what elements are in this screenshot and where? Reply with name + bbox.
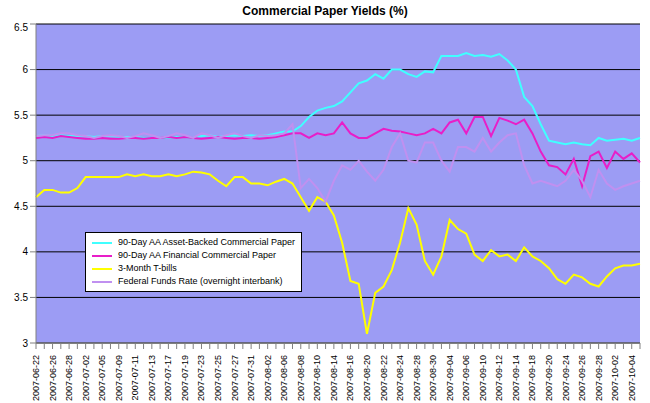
svg-text:3.5: 3.5 xyxy=(14,292,28,303)
svg-text:2007-09-06: 2007-09-06 xyxy=(461,355,471,401)
html-text:3-Month T-bills: 3-Month T-bills xyxy=(118,263,177,273)
html-text:Federal Funds Rate (overnight: Federal Funds Rate (overnight interbank) xyxy=(118,276,283,286)
svg-text:2007-07-13: 2007-07-13 xyxy=(147,355,157,401)
svg-text:2007-09-28: 2007-09-28 xyxy=(594,355,604,401)
svg-text:2007-09-18: 2007-09-18 xyxy=(527,355,537,401)
svg-text:2007-07-23: 2007-07-23 xyxy=(196,355,206,401)
svg-text:6: 6 xyxy=(22,64,28,75)
svg-text:2007-07-11: 2007-07-11 xyxy=(130,355,140,400)
svg-text:2007-07-09: 2007-07-09 xyxy=(114,355,124,401)
svg-text:2007-07-27: 2007-07-27 xyxy=(230,355,240,401)
svg-text:2007-06-22: 2007-06-22 xyxy=(31,355,41,401)
svg-text:2007-08-06: 2007-08-06 xyxy=(279,355,289,401)
svg-text:5: 5 xyxy=(22,155,28,166)
svg-text:6.5: 6.5 xyxy=(14,22,28,33)
svg-text:2007-09-04: 2007-09-04 xyxy=(445,355,455,401)
svg-text:3: 3 xyxy=(22,338,28,349)
svg-text:2007-09-20: 2007-09-20 xyxy=(544,355,554,401)
svg-text:4.5: 4.5 xyxy=(14,201,28,212)
svg-text:2007-07-31: 2007-07-31 xyxy=(246,355,256,401)
svg-text:2007-08-16: 2007-08-16 xyxy=(345,355,355,401)
svg-text:2007-09-14: 2007-09-14 xyxy=(511,355,521,401)
svg-text:2007-08-08: 2007-08-08 xyxy=(296,355,306,401)
html-text:90-Day AA Asset-Backed Commerc: 90-Day AA Asset-Backed Commercial Paper xyxy=(118,237,296,247)
svg-text:2007-09-12: 2007-09-12 xyxy=(494,355,504,401)
svg-text:2007-07-17: 2007-07-17 xyxy=(163,355,173,401)
svg-text:2007-07-19: 2007-07-19 xyxy=(180,355,190,401)
svg-text:2007-09-26: 2007-09-26 xyxy=(577,355,587,401)
svg-text:5.5: 5.5 xyxy=(14,110,28,121)
svg-text:2007-06-26: 2007-06-26 xyxy=(48,355,58,401)
svg-text:2007-08-10: 2007-08-10 xyxy=(312,355,322,401)
svg-text:2007-08-14: 2007-08-14 xyxy=(329,355,339,401)
html-text:Commercial Paper Yields (%): Commercial Paper Yields (%) xyxy=(242,4,408,18)
svg-text:2007-07-05: 2007-07-05 xyxy=(97,355,107,401)
svg-text:2007-06-28: 2007-06-28 xyxy=(64,355,74,401)
svg-text:2007-08-20: 2007-08-20 xyxy=(362,355,372,401)
svg-text:2007-10-02: 2007-10-02 xyxy=(610,355,620,401)
svg-text:2007-08-02: 2007-08-02 xyxy=(263,355,273,401)
svg-text:2007-09-10: 2007-09-10 xyxy=(478,355,488,401)
svg-text:2007-08-22: 2007-08-22 xyxy=(379,355,389,401)
svg-text:2007-08-24: 2007-08-24 xyxy=(395,355,405,401)
html-text:90-Day AA Financial Commercial: 90-Day AA Financial Commercial Paper xyxy=(118,250,277,260)
svg-text:2007-10-04: 2007-10-04 xyxy=(627,355,637,401)
svg-text:4: 4 xyxy=(22,246,28,257)
svg-text:2007-07-02: 2007-07-02 xyxy=(81,355,91,401)
svg-text:2007-07-25: 2007-07-25 xyxy=(213,355,223,401)
svg-text:2007-08-28: 2007-08-28 xyxy=(412,355,422,401)
svg-text:2007-09-24: 2007-09-24 xyxy=(561,355,571,401)
svg-text:2007-08-30: 2007-08-30 xyxy=(428,355,438,401)
